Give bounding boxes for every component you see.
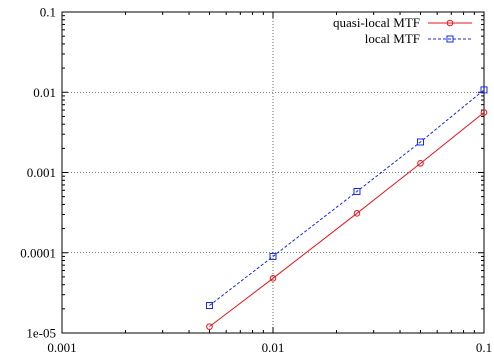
series-1 bbox=[206, 109, 488, 330]
data-point bbox=[269, 275, 277, 282]
legend-marker bbox=[446, 19, 454, 27]
legend-marker bbox=[446, 35, 454, 43]
data-point bbox=[205, 302, 213, 310]
legend-label: local MTF bbox=[365, 31, 420, 46]
y-tick-label: 1e-05 bbox=[26, 326, 56, 341]
y-tick-label: 0.01 bbox=[33, 85, 56, 100]
series-layer bbox=[205, 86, 488, 330]
data-point bbox=[480, 109, 488, 116]
grid bbox=[62, 12, 484, 333]
data-point bbox=[480, 86, 488, 94]
data-point bbox=[353, 210, 361, 217]
data-point bbox=[353, 187, 361, 195]
x-tick-label: 0.01 bbox=[262, 340, 285, 355]
legend-label: quasi-local MTF bbox=[333, 15, 420, 30]
y-tick-label: 0.0001 bbox=[20, 245, 56, 260]
data-point bbox=[416, 138, 424, 146]
data-point bbox=[417, 160, 424, 167]
y-tick-label: 0.1 bbox=[40, 5, 56, 20]
x-tick-label: 0.001 bbox=[47, 340, 76, 355]
y-tick-label: 0.001 bbox=[27, 165, 56, 180]
data-point bbox=[269, 252, 277, 260]
legend-item: quasi-local MTF bbox=[333, 15, 472, 30]
series-2 bbox=[205, 86, 488, 310]
series-line bbox=[209, 112, 485, 328]
axis-ticks: 0.001 0.01 0.1 1e-05 0.0001 0.001 0.01 0.1 bbox=[20, 5, 492, 356]
data-point bbox=[206, 323, 213, 330]
legend-item: local MTF bbox=[365, 31, 472, 46]
series-line bbox=[209, 89, 485, 306]
x-tick-label: 0.1 bbox=[476, 340, 492, 355]
